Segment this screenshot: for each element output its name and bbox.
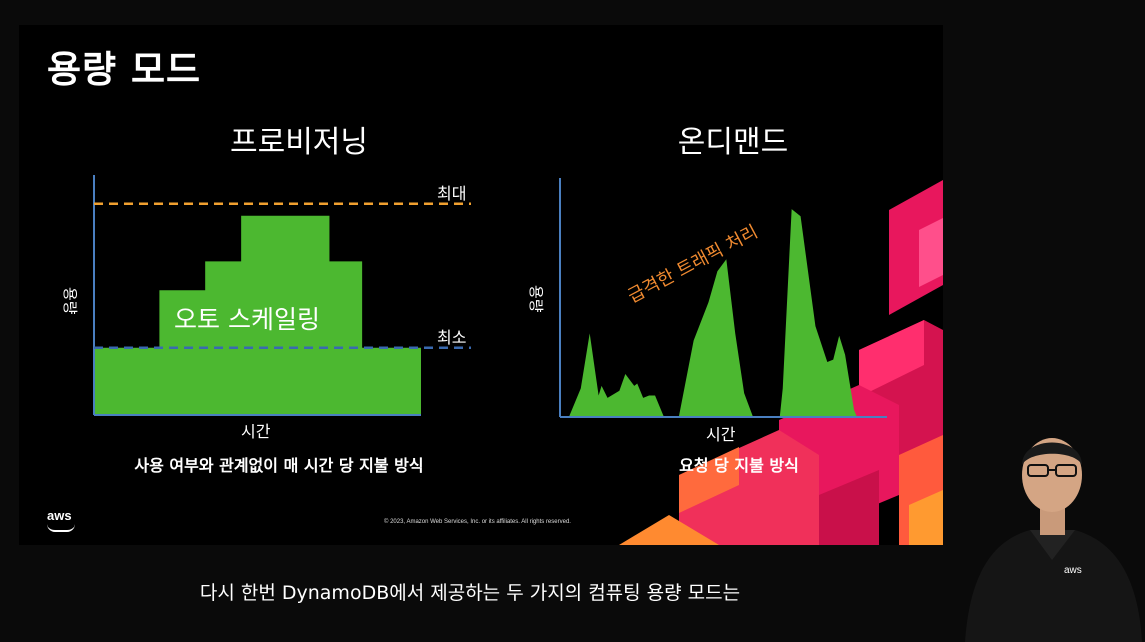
copyright-text: © 2023, Amazon Web Services, Inc. or its… <box>384 519 571 525</box>
auto-scaling-annotation: 오토 스케일링 <box>174 305 320 334</box>
slide-title: 용량 모드 <box>47 48 202 91</box>
ondemand-area <box>560 209 857 417</box>
provisioned-x-label: 시간 <box>241 422 271 441</box>
provisioned-caption: 사용 여부와 관계없이 매 시간 당 지불 방식 <box>134 456 424 475</box>
max-label: 최대 <box>437 184 466 203</box>
video-subtitle: 다시 한번 DynamoDB에서 제공하는 두 가지의 컴퓨팅 용량 모드는 <box>199 582 741 604</box>
provisioned-chart-title: 프로비저닝 <box>230 125 368 160</box>
ondemand-chart-title: 온디맨드 <box>677 125 789 160</box>
ondemand-x-label: 시간 <box>706 425 736 444</box>
provisioned-area <box>94 215 421 415</box>
aws-logo: aws <box>47 508 72 523</box>
traffic-spike-annotation: 급격한 트래픽 처리 <box>624 221 761 307</box>
decorative-cubes <box>619 180 943 545</box>
shirt-aws-logo: aws <box>1064 565 1082 576</box>
aws-smile-icon <box>47 524 75 532</box>
provisioned-y-label: 용량 <box>61 287 79 315</box>
presenter-video <box>965 438 1142 642</box>
ondemand-y-label: 용량 <box>527 285 545 313</box>
ondemand-caption: 요청 당 지불 방식 <box>679 456 799 475</box>
min-label: 최소 <box>437 328 466 347</box>
